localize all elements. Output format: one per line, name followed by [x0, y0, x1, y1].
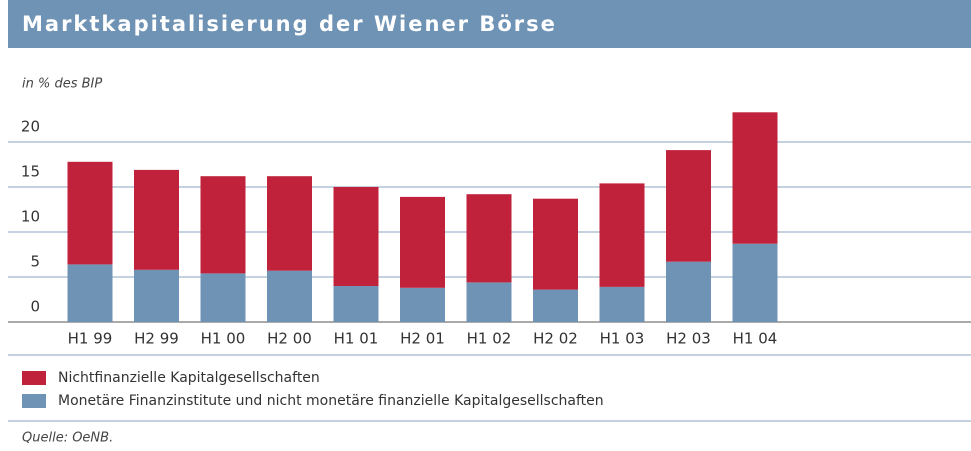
x-tick-label: H1 00 — [201, 330, 246, 348]
title-bar — [8, 0, 971, 48]
y-axis-label: in % des BIP — [22, 77, 102, 92]
bar-segment — [267, 270, 312, 322]
bar-segment — [200, 273, 246, 322]
x-tick-label: H2 03 — [666, 330, 711, 348]
x-tick-label: H2 00 — [267, 330, 312, 348]
bar-segment — [466, 194, 512, 283]
y-tick-label: 5 — [30, 253, 40, 271]
x-tick-label: H1 02 — [467, 330, 512, 348]
bar-segment — [666, 150, 711, 262]
x-tick-label: H1 03 — [600, 330, 645, 348]
legend-swatch — [22, 394, 46, 408]
bar-segment — [599, 183, 645, 287]
bar-segment — [134, 169, 179, 270]
bar-segment — [400, 196, 445, 288]
bar-segment — [67, 264, 113, 322]
source: Quelle: OeNB. — [22, 431, 113, 446]
y-tick-label: 15 — [21, 163, 40, 181]
y-tick-label: 20 — [21, 118, 40, 136]
x-tick-label: H2 01 — [400, 330, 445, 348]
bar-segment — [67, 161, 113, 265]
x-tick-label: H1 99 — [68, 330, 113, 348]
y-tick-label: 0 — [30, 298, 40, 316]
x-tick-label: H1 04 — [733, 330, 778, 348]
chart-title: Marktkapitalisierung der Wiener Börse — [22, 12, 557, 36]
bar-segment — [732, 243, 778, 322]
bar-segment — [599, 286, 645, 322]
bar-segment — [466, 282, 512, 322]
legend-label: Nichtfinanzielle Kapitalgesellschaften — [58, 370, 320, 386]
x-tick-label: H2 02 — [533, 330, 578, 348]
bar-segment — [267, 176, 312, 271]
bar-segment — [134, 269, 179, 322]
x-tick-label: H2 99 — [134, 330, 179, 348]
legend-swatch — [22, 371, 46, 385]
bar-segment — [533, 289, 578, 322]
bar-segment — [732, 112, 778, 244]
bar-segment — [666, 261, 711, 322]
bar-segment — [200, 176, 246, 274]
y-tick-label: 10 — [21, 208, 40, 226]
legend-label: Monetäre Finanzinstitute und nicht monet… — [58, 393, 604, 409]
bar-segment — [533, 198, 578, 290]
bar-segment — [333, 187, 379, 286]
x-tick-label: H1 01 — [334, 330, 379, 348]
bar-segment — [400, 287, 445, 322]
bar-segment — [333, 286, 379, 322]
